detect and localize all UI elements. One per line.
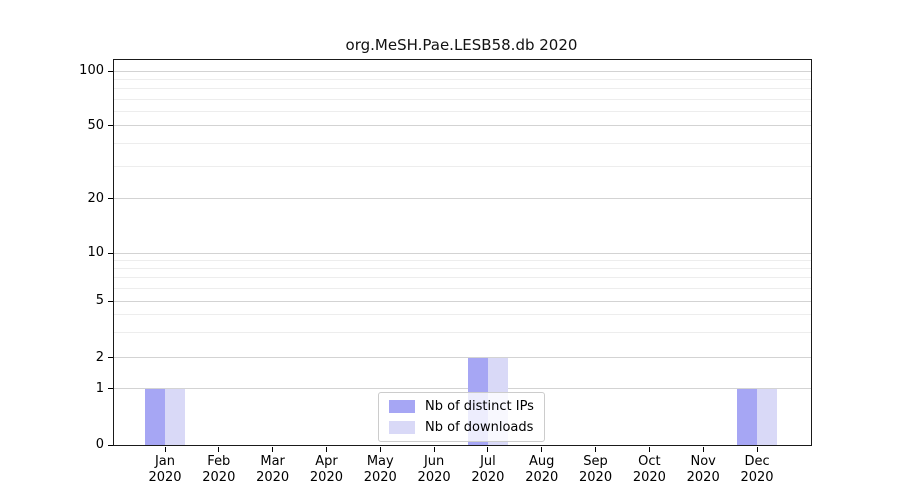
bar-distinct-ips (737, 388, 758, 445)
y-tick (108, 357, 113, 359)
bar-downloads (757, 388, 778, 445)
x-tick-label: Jul 2020 (471, 454, 505, 485)
x-tick-label: Apr 2020 (309, 454, 343, 485)
x-tick (218, 447, 220, 452)
legend-swatch-distinct-ips-icon (389, 400, 415, 413)
y-tick-label: 2 (95, 349, 104, 365)
x-tick-label: Oct 2020 (632, 454, 666, 485)
legend-label-downloads: Nb of downloads (425, 420, 534, 435)
y-tick-label: 10 (87, 245, 104, 260)
bar-distinct-ips (145, 388, 165, 445)
y-tick-label: 100 (79, 63, 104, 78)
y-tick (108, 444, 113, 446)
y-tick-label: 20 (87, 190, 104, 206)
x-tick (379, 447, 381, 452)
legend-label-distinct-ips: Nb of distinct IPs (425, 399, 534, 414)
gridline-major (114, 70, 811, 72)
gridline-minor (114, 267, 811, 269)
x-tick (272, 447, 274, 452)
gridline-minor (114, 88, 811, 90)
gridline-minor (114, 287, 811, 289)
gridline-minor (114, 98, 811, 100)
y-tick-label: 1 (95, 380, 104, 396)
x-tick-label: Mar 2020 (256, 454, 290, 485)
gridline-minor (114, 332, 811, 334)
x-tick (648, 447, 650, 452)
gridline-minor (114, 277, 811, 279)
y-tick (108, 70, 113, 72)
gridline-major (114, 300, 811, 302)
legend: Nb of distinct IPs Nb of downloads (378, 392, 545, 442)
gridline-major (114, 388, 811, 390)
x-tick (541, 447, 543, 452)
y-tick (108, 388, 113, 390)
gridline-minor (114, 78, 811, 80)
bar-downloads (165, 388, 185, 445)
gridline-major (114, 125, 811, 127)
x-tick (595, 447, 597, 452)
gridline-major (114, 198, 811, 200)
gridline-minor (114, 111, 811, 113)
x-tick (487, 447, 489, 452)
gridline-major (114, 252, 811, 254)
legend-item-distinct-ips: Nb of distinct IPs (389, 399, 534, 414)
x-tick-label: Nov 2020 (686, 454, 720, 485)
plot-area: Nb of distinct IPs Nb of downloads 0 1 2 5 1… (79, 59, 812, 485)
gridline-minor (114, 166, 811, 168)
y-tick (108, 300, 113, 302)
gridline-minor (114, 259, 811, 261)
x-tick (756, 447, 758, 452)
y-tick (108, 198, 113, 200)
y-tick-label: 0 (95, 437, 104, 452)
x-tick (325, 447, 327, 452)
chart-title: org.MeSH.Pae.LESB58.db 2020 (345, 36, 578, 54)
x-tick-label: Jan 2020 (148, 454, 182, 485)
x-tick (164, 447, 166, 452)
x-tick (433, 447, 435, 452)
x-tick-label: Dec 2020 (740, 454, 774, 485)
y-tick-label: 50 (87, 117, 104, 133)
gridline-minor (114, 314, 811, 316)
y-tick (108, 252, 113, 254)
x-tick-label: Aug 2020 (525, 454, 559, 485)
x-tick-label: Jun 2020 (417, 454, 451, 485)
x-tick-label: Feb 2020 (202, 454, 236, 485)
gridline-minor (114, 143, 811, 145)
x-tick-label: Sep 2020 (579, 454, 613, 485)
legend-item-downloads: Nb of downloads (389, 420, 534, 435)
x-tick (702, 447, 704, 452)
y-tick (108, 125, 113, 127)
y-tick-label: 5 (95, 293, 104, 308)
gridline-major (114, 357, 811, 359)
legend-swatch-downloads-icon (389, 421, 415, 434)
x-tick-label: May 2020 (363, 454, 397, 485)
